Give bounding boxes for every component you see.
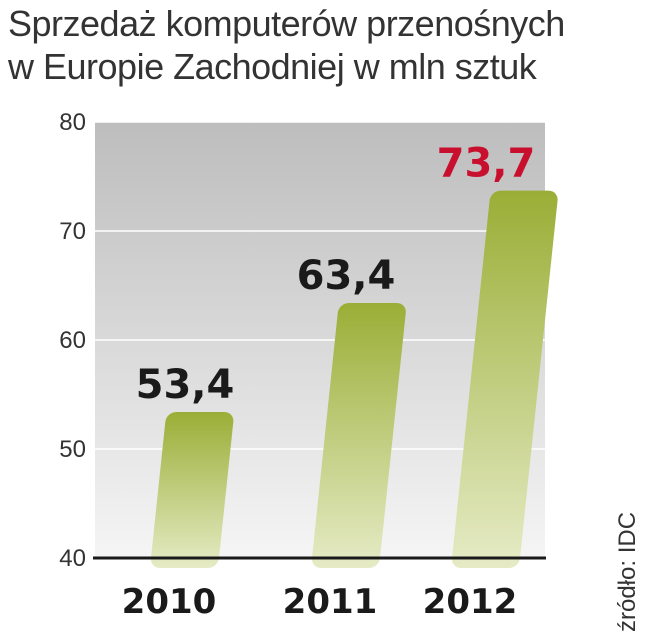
y-axis-ticks: 40 50 60 70 80 (59, 109, 86, 572)
bar-2011 (311, 302, 406, 568)
y-tick-label: 40 (59, 545, 86, 572)
value-label-2012: 73,7 (437, 141, 536, 187)
value-label-2011: 63,4 (297, 253, 396, 299)
y-tick-label: 60 (59, 327, 86, 354)
value-label-2010: 53,4 (136, 362, 235, 408)
y-tick-label: 80 (59, 109, 86, 136)
x-tick-label: 2011 (283, 582, 378, 622)
x-axis-labels: 2010 2011 2012 (122, 582, 518, 622)
y-tick-label: 50 (59, 436, 86, 463)
bar-2010 (150, 411, 234, 568)
chart-title: Sprzedaż komputerów przenośnych w Europi… (8, 2, 628, 88)
value-labels: 53,4 63,4 73,7 (136, 141, 536, 408)
bars (150, 190, 558, 568)
y-tick-label: 70 (59, 218, 86, 245)
source-note: źródło: IDC (614, 511, 641, 632)
chart-title-line-1: Sprzedaż komputerów przenośnych (8, 3, 565, 44)
bar-2012 (451, 190, 558, 568)
chart-title-line-2: w Europie Zachodniej w mln sztuk (8, 46, 537, 87)
x-tick-label: 2012 (423, 582, 518, 622)
x-tick-label: 2010 (122, 582, 217, 622)
